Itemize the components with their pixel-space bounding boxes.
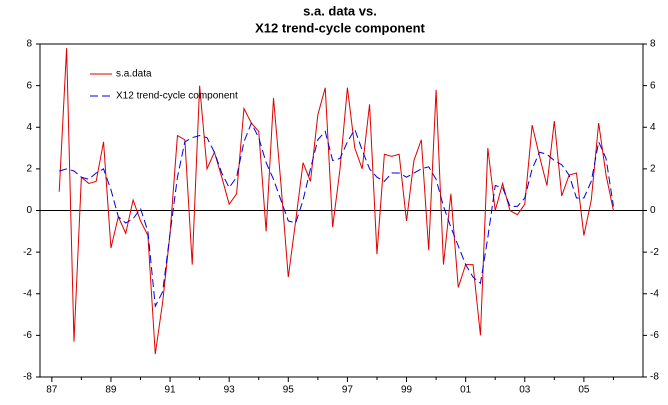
y2-tick-label: -2 — [650, 247, 659, 258]
y-tick-label: -4 — [23, 288, 32, 299]
x-tick-label: 91 — [164, 385, 176, 396]
y-tick-label: 2 — [26, 164, 32, 175]
legend-label: s.a.data — [116, 69, 152, 80]
x-tick-label: 87 — [46, 385, 58, 396]
y2-tick-label: 2 — [650, 164, 656, 175]
legend-label: X12 trend-cycle component — [116, 91, 238, 102]
x-tick-label: 05 — [578, 385, 590, 396]
y-tick-label: 4 — [26, 122, 32, 133]
y2-tick-label: 4 — [650, 122, 656, 133]
series-line — [59, 121, 614, 308]
y-tick-label: -6 — [23, 330, 32, 341]
y2-tick-label: 0 — [650, 205, 656, 216]
y2-tick-label: -4 — [650, 288, 659, 299]
y2-tick-label: 6 — [650, 80, 656, 91]
x-tick-label: 93 — [224, 385, 236, 396]
y2-tick-label: 8 — [650, 39, 656, 50]
series-line — [58, 48, 614, 355]
y-tick-label: 0 — [26, 205, 32, 216]
x-tick-label: 01 — [460, 385, 472, 396]
y-tick-label: -8 — [23, 372, 32, 383]
y2-tick-label: -8 — [650, 372, 659, 383]
y-tick-label: -2 — [23, 247, 32, 258]
chart-title: X12 trend-cycle component — [255, 20, 425, 35]
y-tick-label: 6 — [26, 80, 32, 91]
x-tick-label: 97 — [342, 385, 354, 396]
x-tick-label: 03 — [519, 385, 531, 396]
x-tick-label: 95 — [283, 385, 295, 396]
x-tick-label: 99 — [401, 385, 413, 396]
chart-title: s.a. data vs. — [303, 3, 377, 18]
x-tick-label: 89 — [105, 385, 117, 396]
y-tick-label: 8 — [26, 39, 32, 50]
y2-tick-label: -6 — [650, 330, 659, 341]
